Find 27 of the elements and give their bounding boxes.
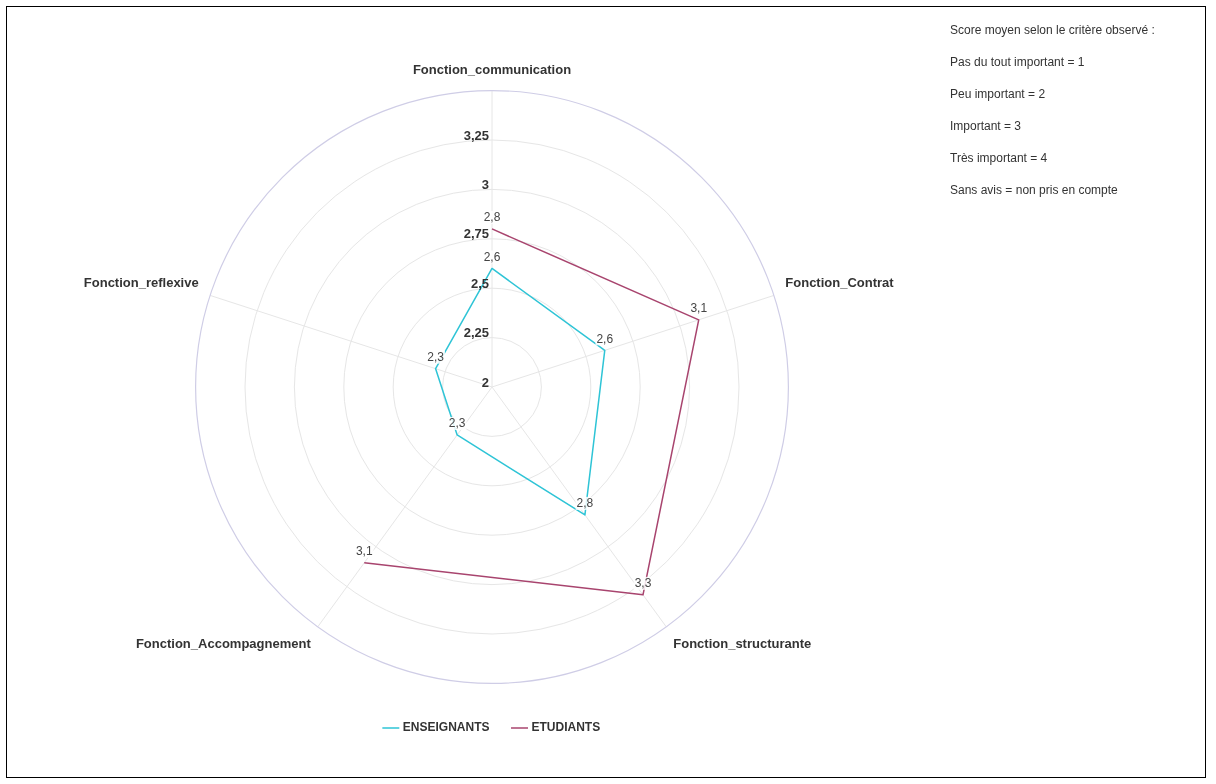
data-label: 3,1 — [355, 544, 373, 559]
y-tick-label: 2 — [481, 374, 489, 390]
data-label: 2,8 — [576, 496, 594, 511]
text: Très important = 4 — [950, 150, 1049, 166]
data-label: 2,3 — [448, 416, 466, 431]
data-label: 3,3 — [634, 576, 652, 591]
text: Pas du tout important = 1 — [950, 54, 1086, 70]
y-tick-label: 2,75 — [463, 226, 489, 242]
data-label: 3,1 — [690, 301, 708, 316]
data-label: 2,3 — [427, 349, 445, 364]
text: Sans avis = non pris en compte — [950, 182, 1119, 198]
spoke-label: Fonction_structurante — [673, 635, 812, 651]
text: Peu important = 2 — [950, 86, 1047, 102]
text: Important = 3 — [950, 118, 1023, 134]
spoke-label: Fonction_communication — [412, 62, 572, 78]
y-tick-label: 3,25 — [463, 127, 489, 143]
legend-label: ENSEIGNANTS — [402, 720, 490, 735]
text: Score moyen selon le critère observé : — [950, 22, 1155, 38]
spoke-label: Fonction_reflexive — [83, 275, 199, 291]
data-label: 2,6 — [596, 331, 614, 346]
spoke-label: Fonction_Accompagnement — [135, 635, 312, 651]
legend-label: ETUDIANTS — [531, 720, 601, 735]
data-label: 2,6 — [483, 249, 501, 264]
y-tick-label: 3 — [481, 176, 489, 192]
data-label: 2,8 — [483, 210, 501, 225]
y-tick-label: 2,25 — [463, 325, 489, 341]
spoke-label: Fonction_Contrat — [785, 275, 895, 291]
